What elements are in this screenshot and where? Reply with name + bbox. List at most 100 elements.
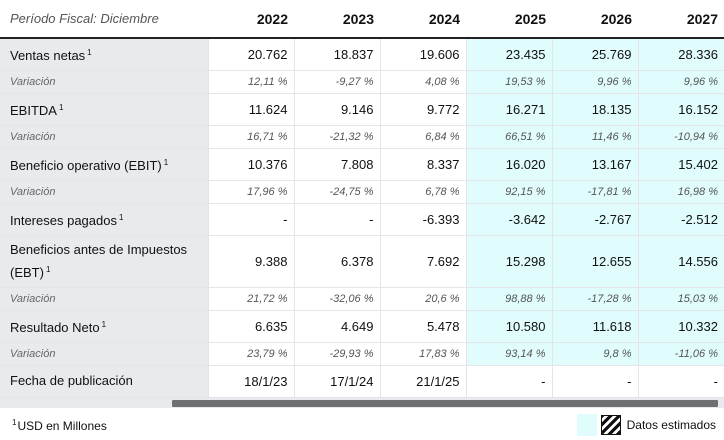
- cell-value: -: [637, 365, 724, 398]
- row-variacion: Variación 17,96 % -24,75 % 6,78 % 92,15 …: [0, 180, 724, 204]
- cell-value-estimated: -17,81 %: [551, 180, 638, 204]
- footnote-mark: 1: [87, 47, 92, 57]
- header-row: Período Fiscal: Diciembre 2022 2023 2024…: [0, 0, 724, 39]
- cell-value-estimated: 18.135: [551, 93, 638, 126]
- cell-value-estimated: 9,96 %: [551, 70, 638, 94]
- cell-value-estimated: 9,8 %: [551, 342, 638, 366]
- cell-value: 6.378: [293, 235, 380, 288]
- row-label: Beneficios antes de Impuestos (EBT) 1: [0, 235, 208, 288]
- financial-table: Período Fiscal: Diciembre 2022 2023 2024…: [0, 0, 724, 398]
- cell-value-estimated: 28.336: [637, 38, 724, 71]
- footnote-mark: 1: [163, 157, 169, 167]
- footnote: 1USD en Millones: [12, 418, 107, 433]
- cell-value-estimated: 16,98 %: [637, 180, 724, 204]
- cell-value: -9,27 %: [293, 70, 380, 94]
- cell-value: 4,08 %: [379, 70, 466, 94]
- cell-value: 6,84 %: [379, 125, 466, 149]
- footnote-mark: 1: [12, 418, 17, 427]
- cell-value: 6.635: [207, 310, 294, 343]
- cell-value-estimated: 15,03 %: [637, 287, 724, 311]
- cell-value-estimated: -2.512: [637, 203, 724, 236]
- row-ebt: Beneficios antes de Impuestos (EBT) 1 9.3…: [0, 235, 724, 288]
- cell-value: 20.762: [207, 38, 294, 71]
- cell-value: 17/1/24: [293, 365, 380, 398]
- cell-value: -: [465, 365, 552, 398]
- cell-value: -32,06 %: [293, 287, 380, 311]
- footnote-mark: 1: [118, 212, 124, 222]
- cell-value-estimated: 11.618: [551, 310, 638, 343]
- cell-value: -29,93 %: [293, 342, 380, 366]
- footnote-mark: 1: [45, 264, 51, 274]
- row-label: Ventas netas 1: [0, 38, 208, 71]
- horizontal-scrollbar-thumb[interactable]: [172, 400, 718, 407]
- row-label: Variación: [0, 287, 208, 311]
- cell-value: 4.649: [293, 310, 380, 343]
- cell-value: 18/1/23: [207, 365, 294, 398]
- cell-value: -24,75 %: [293, 180, 380, 204]
- cell-value-estimated: 16.271: [465, 93, 552, 126]
- row-label: Resultado Neto 1: [0, 310, 208, 343]
- cell-value-estimated: 12.655: [551, 235, 638, 288]
- row-fecha-publicacion: Fecha de publicación 18/1/23 17/1/24 21/…: [0, 365, 724, 398]
- row-resultado-neto: Resultado Neto 1 6.635 4.649 5.478 10.580…: [0, 310, 724, 343]
- row-variacion: Variación 23,79 % -29,93 % 17,83 % 93,14…: [0, 342, 724, 366]
- cell-value-estimated: 25.769: [551, 38, 638, 71]
- cell-value: 19.606: [379, 38, 466, 71]
- cell-value-estimated: 13.167: [551, 148, 638, 181]
- period-label: Período Fiscal: Diciembre: [0, 0, 208, 39]
- cell-value: 20,6 %: [379, 287, 466, 311]
- year-header: 2027: [638, 0, 724, 39]
- cell-value: -: [207, 203, 294, 236]
- year-header: 2023: [294, 0, 380, 39]
- cell-value-estimated: 10.580: [465, 310, 552, 343]
- cell-value-estimated: 15.402: [637, 148, 724, 181]
- cell-value-estimated: 98,88 %: [465, 287, 552, 311]
- cell-value: 21,72 %: [207, 287, 294, 311]
- cell-value: 12,11 %: [207, 70, 294, 94]
- row-label: EBITDA 1: [0, 93, 208, 126]
- row-variacion: Variación 12,11 % -9,27 % 4,08 % 19,53 %…: [0, 70, 724, 94]
- cell-value: 7.808: [293, 148, 380, 181]
- cell-value: 21/1/25: [379, 365, 466, 398]
- cell-value: -6.393: [379, 203, 466, 236]
- cell-value: 7.692: [379, 235, 466, 288]
- cell-value-estimated: 10.332: [637, 310, 724, 343]
- estimated-swatch: [576, 414, 597, 436]
- year-header: 2026: [552, 0, 638, 39]
- cell-value: 9.146: [293, 93, 380, 126]
- cell-value: 8.337: [379, 148, 466, 181]
- row-label: Variación: [0, 180, 208, 204]
- cell-value: 10.376: [207, 148, 294, 181]
- row-ebitda: EBITDA 1 11.624 9.146 9.772 16.271 18.135…: [0, 93, 724, 126]
- row-label: Beneficio operativo (EBIT) 1: [0, 148, 208, 181]
- legend-label: Datos estimados: [626, 418, 716, 432]
- row-label: Intereses pagados 1: [0, 203, 208, 236]
- cell-value-estimated: -10,94 %: [637, 125, 724, 149]
- cell-value-estimated: 16.152: [637, 93, 724, 126]
- cell-value: 16,71 %: [207, 125, 294, 149]
- row-label: Variación: [0, 342, 208, 366]
- cell-value-estimated: 19,53 %: [465, 70, 552, 94]
- cell-value-estimated: -2.767: [551, 203, 638, 236]
- row-label: Variación: [0, 70, 208, 94]
- cell-value-estimated: 14.556: [637, 235, 724, 288]
- cell-value-estimated: 16.020: [465, 148, 552, 181]
- cell-value: 17,83 %: [379, 342, 466, 366]
- footnote-mark: 1: [101, 319, 107, 329]
- cell-value-estimated: 92,15 %: [465, 180, 552, 204]
- cell-value: -: [551, 365, 638, 398]
- cell-value-estimated: -17,28 %: [551, 287, 638, 311]
- year-header: 2022: [208, 0, 294, 39]
- row-label: Variación: [0, 125, 208, 149]
- cell-value: -21,32 %: [293, 125, 380, 149]
- cell-value: 18.837: [293, 38, 380, 71]
- row-variacion: Variación 21,72 % -32,06 % 20,6 % 98,88 …: [0, 287, 724, 311]
- row-ebit: Beneficio operativo (EBIT) 1 10.376 7.808…: [0, 148, 724, 181]
- cell-value-estimated: -11,06 %: [637, 342, 724, 366]
- cell-value-estimated: 66,51 %: [465, 125, 552, 149]
- cell-value: 17,96 %: [207, 180, 294, 204]
- cell-value: -: [293, 203, 380, 236]
- footnote-mark: 1: [58, 102, 64, 112]
- cell-value-estimated: 93,14 %: [465, 342, 552, 366]
- cell-value-estimated: 9,96 %: [637, 70, 724, 94]
